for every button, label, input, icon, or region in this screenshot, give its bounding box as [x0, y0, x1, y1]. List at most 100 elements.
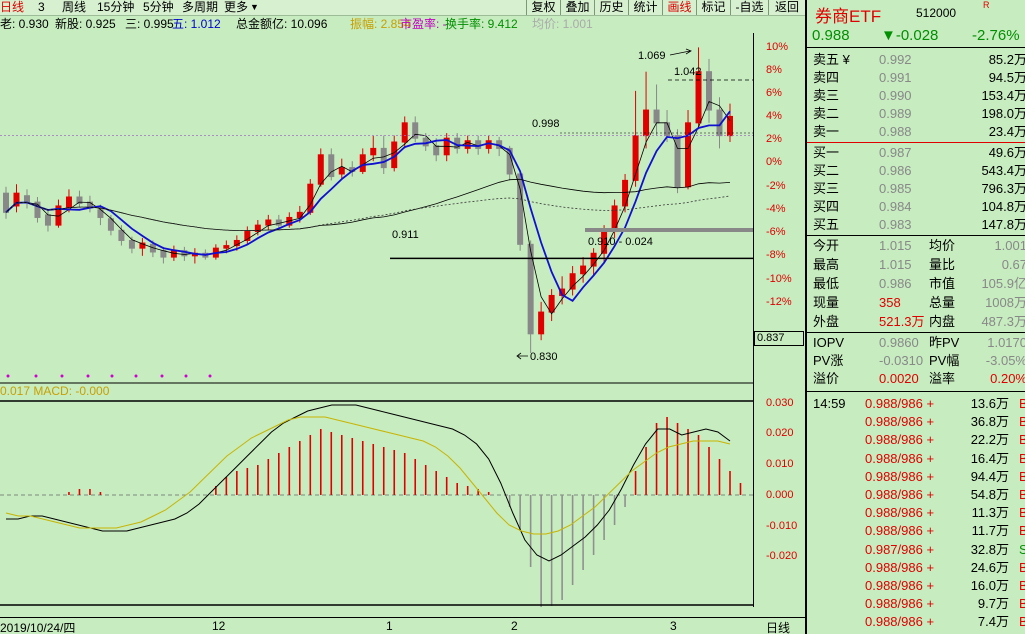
tick-price: 0.988/986 + — [865, 468, 935, 484]
tick-flag: B — [1019, 613, 1025, 631]
tick-row[interactable]: 0.988/986 + 16.4万 B — [807, 450, 1025, 468]
stats-row: 最低 0.986 市值 105.9亿 — [807, 275, 1025, 293]
tick-volume: 7.4万 — [977, 614, 1009, 630]
tick-row[interactable]: 0.988/986 + 22.2万 B — [807, 431, 1025, 449]
history-button[interactable]: 历史 — [594, 0, 628, 15]
tick-row[interactable]: 0.988/986 + 36.8万 B — [807, 413, 1025, 431]
new-low-value: 新股: 0.925 — [55, 17, 116, 31]
candle-body — [338, 167, 345, 175]
candle-body — [328, 154, 335, 178]
price-change: ▼-0.028 — [881, 27, 939, 44]
tick-row[interactable]: 0.988/986 + 9.7万 B — [807, 595, 1025, 613]
stats-button[interactable]: 统计 — [628, 0, 662, 15]
tick-price: 0.987/986 + — [865, 541, 935, 557]
bid-label: 买五 — [813, 217, 840, 232]
bid-price: 0.986 — [879, 163, 912, 178]
macd-axis-label: 0.020 — [766, 427, 794, 439]
stats-row: 最高 1.015 量比 0.67 — [807, 256, 1025, 274]
overlay-button[interactable]: 叠加 — [560, 0, 594, 15]
back-button[interactable]: 返回 — [768, 0, 805, 15]
tick-row[interactable]: 0.988/986 + 11.3万 B — [807, 504, 1025, 522]
period-count[interactable]: 3 — [38, 0, 45, 14]
turnover-amount: 总金额亿: 10.096 — [236, 17, 328, 31]
bid-row: 买五 0.983 147.8万 — [807, 216, 1025, 234]
y-axis-label: -2% — [766, 180, 786, 192]
tick-row[interactable]: 0.988/986 + 7.4万 B — [807, 613, 1025, 631]
candle-body — [653, 109, 660, 124]
candle-body — [34, 201, 41, 218]
macd-axis-label: 0.000 — [766, 489, 794, 501]
price-annotation: 0.830 — [530, 351, 558, 363]
stat-label: 总量 — [929, 295, 956, 310]
tick-volume: 16.0万 — [970, 578, 1009, 593]
ask-row: 卖五 ¥ 0.992 85.2万 — [807, 51, 1025, 69]
draw-line-button[interactable]: 画线 — [662, 0, 696, 15]
x-label-jan: 1 — [386, 619, 393, 633]
stat-label: 今开 — [813, 238, 840, 253]
tick-flag: B — [1019, 595, 1025, 613]
remove-watchlist-button[interactable]: -自选 — [730, 0, 768, 15]
ask-volume: 23.4万 — [988, 124, 1025, 139]
y-axis-label: -4% — [766, 203, 786, 215]
ask-price: 0.988 — [879, 124, 912, 139]
candle-body — [370, 147, 377, 156]
stat-value: 358 — [879, 295, 901, 310]
signal-dot — [34, 374, 38, 378]
last-price: 0.988 — [812, 27, 850, 44]
tick-row[interactable]: 14:59 0.988/986 + 13.6万 B — [807, 395, 1025, 413]
ask-price: 0.992 — [879, 52, 912, 67]
candle-body — [23, 195, 30, 203]
period-5min[interactable]: 5分钟 — [143, 0, 174, 14]
macd-dif-line — [6, 404, 731, 562]
x-label-feb: 2 — [511, 619, 518, 633]
macd-axis-label: 0.010 — [766, 458, 794, 470]
period-15min[interactable]: 15分钟 — [97, 0, 135, 14]
iopv-label: 昨PV — [929, 335, 960, 350]
candle-body — [580, 265, 587, 275]
tick-row[interactable]: 0.988/986 + 24.6万 B — [807, 559, 1025, 577]
bid-price: 0.984 — [879, 199, 912, 214]
tick-row[interactable]: 0.988/986 + 16.0万 B — [807, 577, 1025, 595]
candle-body — [223, 245, 230, 249]
tick-flag: S — [1019, 541, 1025, 559]
period-more[interactable]: 更多 — [224, 0, 249, 14]
book-separator — [807, 142, 1025, 143]
candle-body — [44, 214, 51, 226]
candle-body — [128, 239, 135, 249]
stat-label: 最高 — [813, 257, 840, 272]
ask-row: 卖二 0.989 198.0万 — [807, 105, 1025, 123]
price-annotation: 0.911 — [392, 229, 419, 241]
tick-row[interactable]: 0.988/986 + 94.4万 B — [807, 468, 1025, 486]
bid-volume: 796.3万 — [981, 181, 1025, 196]
quote-panel: 券商ETF 512000 R 0.988 ▼-0.028 -2.76% 卖五 ¥… — [805, 0, 1025, 634]
bid-row: 买四 0.984 104.8万 — [807, 198, 1025, 216]
stat-value: 0.67 — [1001, 257, 1025, 272]
kline-chart[interactable]: 1.069 1.042 0.998 0.911 0.910 - 0.024 0.830 — [0, 33, 753, 607]
turnover-rate: 换手率: 9.412 — [445, 17, 518, 31]
ma5-value: 五: 1.012 — [172, 17, 221, 31]
stat-value: 1.015 — [879, 238, 912, 253]
ma-value: 老: 0.930 — [0, 17, 49, 31]
adjust-button[interactable]: 复权 — [526, 0, 560, 15]
tick-row[interactable]: 0.987/986 + 32.8万 S — [807, 541, 1025, 559]
mark-button[interactable]: 标记 — [696, 0, 730, 15]
tick-row[interactable]: 0.988/986 + 54.8万 B — [807, 486, 1025, 504]
iopv-value: -0.0310 — [879, 353, 924, 368]
period-weekly[interactable]: 周线 — [62, 0, 87, 14]
ma-lines-layer: 1.069 1.042 0.998 0.911 0.910 - 0.024 0.830 — [5, 48, 753, 378]
bid-price: 0.985 — [879, 181, 912, 196]
bid-volume: 543.4万 — [981, 163, 1025, 178]
candle-body — [569, 273, 576, 290]
ask-row: 卖三 0.990 153.4万 — [807, 87, 1025, 105]
candle-body — [181, 250, 188, 257]
tick-row[interactable]: 0.988/986 + 11.7万 B — [807, 522, 1025, 540]
candle-body — [307, 183, 314, 213]
period-multi[interactable]: 多周期 — [182, 0, 219, 14]
more-chevron-icon[interactable]: ▼ — [250, 2, 259, 12]
candle-body — [527, 243, 534, 335]
stat-label: 市值 — [929, 276, 956, 291]
period-daily[interactable]: 日线 — [0, 0, 25, 14]
tick-flag: B — [1019, 504, 1025, 522]
price-row: 0.988 ▼-0.028 -2.76% — [807, 24, 1025, 48]
ticks-separator — [807, 391, 1025, 392]
